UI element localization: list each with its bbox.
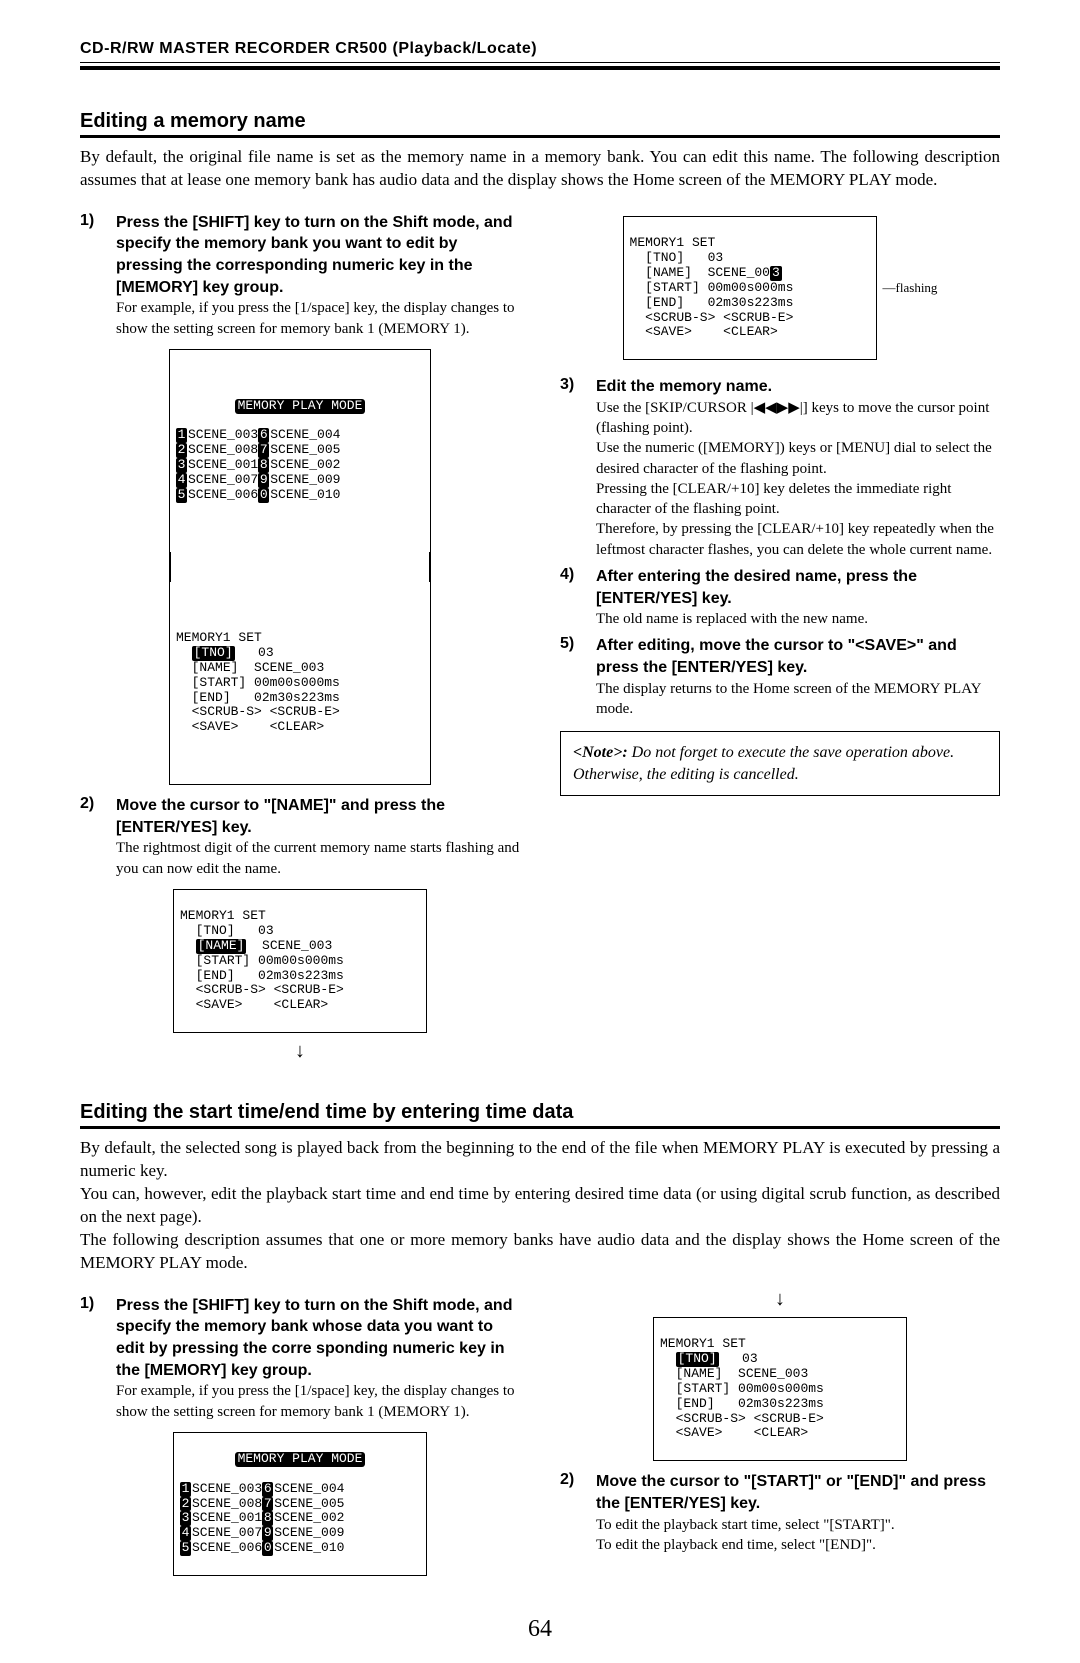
step-num: 5) bbox=[560, 635, 586, 719]
step-text: To edit the playback end time, select "[… bbox=[596, 1535, 1000, 1555]
step-num: 2) bbox=[80, 795, 106, 879]
step-text: For example, if you press the [1/space] … bbox=[116, 1381, 520, 1422]
lcd-memory-set-tno: MEMORY1 SET [TNO] 03 [NAME] SCENE_003 [S… bbox=[653, 1317, 907, 1461]
section-title-2: Editing the start time/end time by enter… bbox=[80, 1101, 1000, 1124]
step-text: Use the numeric ([MEMORY]) keys or [MENU… bbox=[596, 438, 1000, 479]
doc-header: CD-R/RW MASTER RECORDER CR500 (Playback/… bbox=[80, 40, 1000, 62]
note-box: <Note>: Do not forget to execute the sav… bbox=[560, 731, 1000, 796]
section2-intro: By default, the selected song is played … bbox=[80, 1137, 1000, 1275]
step-bold: Edit the memory name. bbox=[596, 376, 1000, 398]
step-bold: Move the cursor to "[NAME]" and press th… bbox=[116, 795, 520, 838]
flashing-label: —flashing bbox=[883, 280, 938, 296]
step-num: 3) bbox=[560, 376, 586, 560]
step-text: The display returns to the Home screen o… bbox=[596, 679, 1000, 720]
step-text: Use the [SKIP/CURSOR |◀◀▶▶|] keys to mov… bbox=[596, 398, 1000, 439]
step-bold: Press the [SHIFT] key to turn on the Shi… bbox=[116, 1295, 520, 1381]
step-text: For example, if you press the [1/space] … bbox=[116, 298, 520, 339]
lcd-name-selected: MEMORY1 SET [TNO] 03 [NAME] SCENE_003 [S… bbox=[173, 889, 427, 1033]
section-title-1: Editing a memory name bbox=[80, 110, 1000, 133]
step-bold: Press the [SHIFT] key to turn on the Shi… bbox=[116, 212, 520, 298]
section1-intro: By default, the original file name is se… bbox=[80, 146, 1000, 192]
arrow-down-icon: ↓ bbox=[560, 1291, 1000, 1307]
arrow-down-icon: ↓ bbox=[80, 1043, 520, 1059]
step-bold: After editing, move the cursor to "<SAVE… bbox=[596, 635, 1000, 678]
step-text: The rightmost digit of the current memor… bbox=[116, 838, 520, 879]
page-number: 64 bbox=[80, 1616, 1000, 1643]
step-text: To edit the playback start time, select … bbox=[596, 1515, 1000, 1535]
step-num: 4) bbox=[560, 566, 586, 629]
step-text: Therefore, by pressing the [CLEAR/+10] k… bbox=[596, 519, 1000, 560]
lcd-memory-play-and-set: MEMORY PLAY MODE 1SCENE_0036SCENE_004 2S… bbox=[169, 349, 431, 785]
step-text: The old name is replaced with the new na… bbox=[596, 609, 1000, 629]
lcd-memory-play: MEMORY PLAY MODE 1SCENE_0036SCENE_004 2S… bbox=[173, 1432, 427, 1576]
step-text: Pressing the [CLEAR/+10] key deletes the… bbox=[596, 479, 1000, 520]
step-bold: Move the cursor to "[START]" or "[END]" … bbox=[596, 1471, 1000, 1514]
step-bold: After entering the desired name, press t… bbox=[596, 566, 1000, 609]
lcd-name-flashing: MEMORY1 SET [TNO] 03 [NAME] SCENE_003 [S… bbox=[623, 216, 877, 360]
step-num: 2) bbox=[560, 1471, 586, 1555]
step-num: 1) bbox=[80, 1295, 106, 1422]
step-num: 1) bbox=[80, 212, 106, 339]
note-text: Do not forget to execute the save operat… bbox=[573, 744, 954, 783]
note-label: <Note>: bbox=[573, 744, 628, 761]
